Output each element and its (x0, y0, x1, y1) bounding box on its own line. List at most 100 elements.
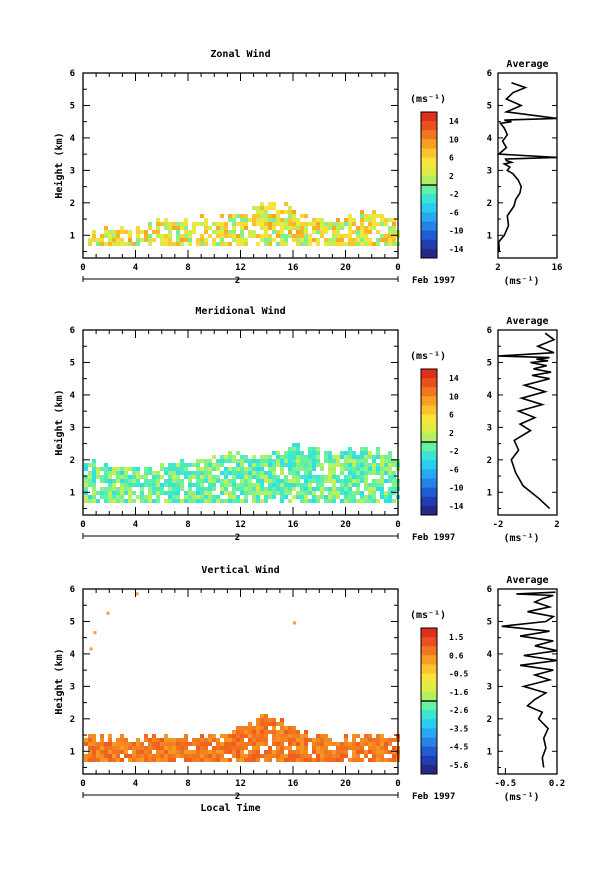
day-label: 2 (235, 276, 240, 286)
average-profile: Average 1 2 3 4 5 6 -2 2 (ms⁻¹) (487, 316, 560, 544)
panel-title: Vertical Wind (201, 564, 279, 576)
x-tick-label: 8 (185, 520, 190, 530)
x-axis-title: Local Time (200, 802, 260, 814)
x-tick-label: 0 (80, 779, 85, 789)
colorbar-tick-label: 10 (449, 392, 459, 401)
y-tick-label: 3 (70, 166, 75, 176)
profile-x-tick-label: 16 (552, 263, 563, 273)
profile-y-tick-label: 1 (487, 747, 492, 757)
y-tick-label: 1 (70, 747, 75, 757)
profile-x-axis-title: (ms⁻¹) (503, 533, 539, 544)
profile-y-tick-label: 6 (487, 585, 492, 595)
x-tick-label: 12 (235, 263, 246, 273)
colorbar-tick-label: -5.6 (449, 761, 468, 770)
y-tick-label: 2 (70, 715, 75, 725)
x-tick-label: 4 (133, 263, 139, 273)
heatmap-cells (84, 592, 400, 762)
y-tick-label: 5 (70, 101, 75, 111)
colorbar-tick-label: 14 (449, 374, 459, 383)
x-tick-label: 0 (395, 520, 400, 530)
x-tick-label: 20 (340, 263, 351, 273)
profile-y-tick-label: 3 (487, 423, 492, 433)
y-tick-label: 4 (70, 391, 76, 401)
x-tick-label: 16 (288, 779, 299, 789)
heatmap-cells (88, 202, 400, 246)
profile-y-tick-label: 1 (487, 231, 492, 241)
colorbar-tick-label: -6 (449, 208, 459, 217)
x-tick-label: 0 (80, 520, 85, 530)
profile-y-tick-label: 4 (487, 391, 493, 401)
x-tick-label: 12 (235, 520, 246, 530)
colorbar-tick-label: -14 (449, 502, 464, 511)
colorbar-tick-label: 2 (449, 172, 454, 181)
average-profile: Average 1 2 3 4 5 6 2 16 (ms⁻¹) (487, 59, 563, 287)
colorbar: (ms⁻¹) 14 10 6 2 -2 -6 -10 -14 (410, 351, 464, 516)
colorbar-tick-label: -3.5 (449, 724, 468, 733)
profile-title: Average (506, 316, 548, 327)
y-tick-label: 6 (70, 326, 75, 336)
profile-y-tick-label: 4 (487, 134, 493, 144)
y-tick-label: 6 (70, 585, 75, 595)
x-tick-label: 4 (133, 520, 139, 530)
y-tick-label: 3 (70, 682, 75, 692)
x-tick-label: 16 (288, 520, 299, 530)
colorbar-tick-label: 1.5 (449, 633, 464, 642)
colorbar-tick-label: 10 (449, 135, 459, 144)
profile-y-tick-label: 3 (487, 682, 492, 692)
colorbar: (ms⁻¹) 1.5 0.6 -0.5 -1.6 -2.6 -3.5 -4.5 -5.6 (410, 610, 468, 775)
x-tick-label: 8 (185, 779, 190, 789)
colorbar-tick-label: -10 (449, 484, 464, 493)
average-profile: Average 1 2 3 4 5 6 -0.5 0.2 (ms⁻¹) (487, 575, 566, 803)
day-label: 2 (235, 533, 240, 543)
x-tick-label: 20 (340, 779, 351, 789)
profile-y-tick-label: 1 (487, 488, 492, 498)
profile-y-tick-label: 2 (487, 199, 492, 209)
profile-line (496, 81, 558, 252)
profile-y-tick-label: 5 (487, 358, 492, 368)
colorbar-tick-label: -6 (449, 465, 459, 474)
y-tick-label: 4 (70, 650, 76, 660)
profile-frame (497, 588, 558, 775)
date-label: Feb 1997 (412, 792, 455, 802)
y-tick-label: 2 (70, 199, 75, 209)
profile-y-tick-label: 2 (487, 715, 492, 725)
x-tick-label: 0 (395, 263, 400, 273)
profile-y-tick-label: 4 (487, 650, 493, 660)
profile-x-tick-label: 2 (554, 520, 559, 530)
profile-x-tick-label: 2 (495, 263, 500, 273)
profile-y-tick-label: 5 (487, 101, 492, 111)
colorbar-tick-label: -4.5 (449, 743, 468, 752)
y-axis-title: Height (km) (53, 389, 65, 455)
day-label: 2 (235, 792, 240, 802)
y-tick-label: 6 (70, 69, 75, 79)
profile-title: Average (506, 59, 548, 70)
date-label: Feb 1997 (412, 276, 455, 286)
profile-frame (497, 329, 558, 516)
panel-title: Zonal Wind (210, 48, 270, 60)
colorbar-tick-label: 0.6 (449, 651, 464, 660)
profile-frame (497, 72, 558, 259)
x-tick-label: 4 (133, 779, 139, 789)
profile-x-tick-label: -0.5 (495, 779, 517, 789)
colorbar-tick-label: -10 (449, 227, 464, 236)
colorbar-unit: (ms⁻¹) (410, 351, 446, 362)
colorbar-tick-label: -1.6 (449, 688, 468, 697)
colorbar-unit: (ms⁻¹) (410, 610, 446, 621)
profile-x-axis-title: (ms⁻¹) (503, 276, 539, 287)
y-axis-title: Height (km) (53, 648, 65, 714)
profile-title: Average (506, 575, 548, 586)
y-tick-label: 4 (70, 134, 76, 144)
profile-y-tick-label: 6 (487, 69, 492, 79)
panel-title: Meridional Wind (195, 305, 285, 317)
date-label: Feb 1997 (412, 533, 455, 543)
y-tick-label: 1 (70, 488, 75, 498)
y-tick-label: 3 (70, 423, 75, 433)
x-tick-label: 20 (340, 520, 351, 530)
y-tick-label: 2 (70, 456, 75, 466)
x-tick-label: 12 (235, 779, 246, 789)
colorbar-unit: (ms⁻¹) (410, 94, 446, 105)
